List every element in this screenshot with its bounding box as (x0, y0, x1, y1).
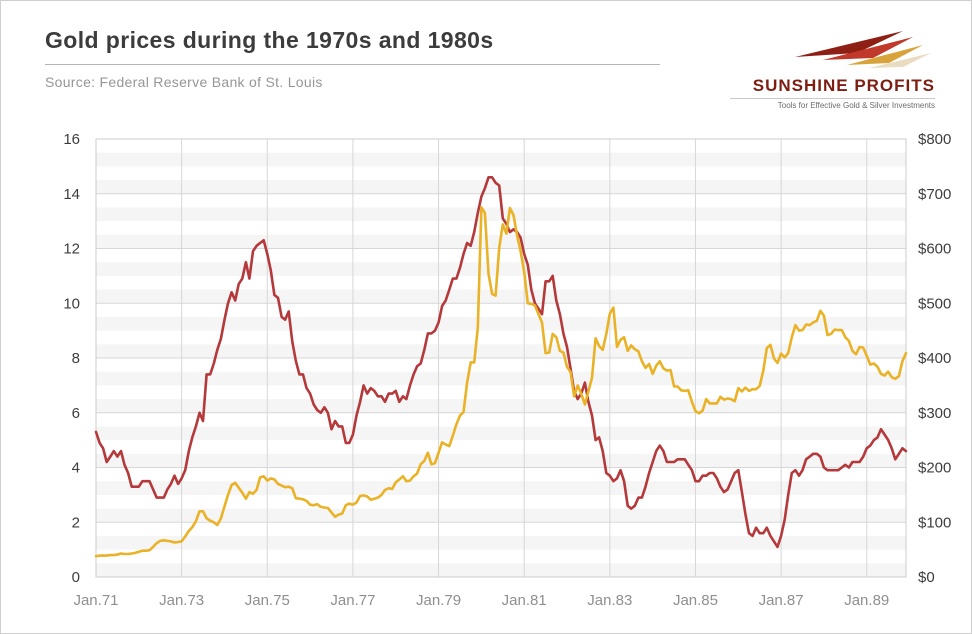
svg-text:0: 0 (72, 569, 80, 586)
svg-text:Jan.73: Jan.73 (159, 592, 204, 609)
svg-text:$100: $100 (918, 514, 951, 531)
svg-text:14: 14 (63, 186, 80, 203)
chart-area: 0 2 4 6 8 10 12 14 16 $0 $100 $200 $300 $400 $500 $600 $… (1, 121, 971, 633)
svg-text:16: 16 (63, 131, 80, 148)
svg-text:Jan.89: Jan.89 (844, 592, 889, 609)
svg-text:$800: $800 (918, 131, 951, 148)
svg-text:4: 4 (72, 460, 80, 477)
svg-text:2: 2 (72, 514, 80, 531)
svg-text:$500: $500 (918, 295, 951, 312)
svg-text:Jan.85: Jan.85 (673, 592, 718, 609)
sunshine-profits-logo: SUNSHINE PROFITS Tools for Effective Gol… (730, 29, 935, 110)
svg-text:Jan.87: Jan.87 (759, 592, 804, 609)
svg-text:6: 6 (72, 405, 80, 422)
svg-text:Jan.83: Jan.83 (587, 592, 632, 609)
svg-text:Jan.81: Jan.81 (502, 592, 547, 609)
logo-name: SUNSHINE PROFITS (752, 76, 935, 95)
svg-text:Jan.71: Jan.71 (73, 592, 118, 609)
gold-prices-chart: 0 2 4 6 8 10 12 14 16 $0 $100 $200 $300 $400 $500 $600 $… (63, 131, 951, 609)
svg-text:8: 8 (72, 350, 80, 367)
svg-text:$600: $600 (918, 241, 951, 258)
title-block: Gold prices during the 1970s and 1980s S… (45, 27, 685, 90)
svg-text:$200: $200 (918, 460, 951, 477)
header: Gold prices during the 1970s and 1980s S… (45, 27, 935, 110)
svg-text:$300: $300 (918, 405, 951, 422)
svg-text:Jan.75: Jan.75 (245, 592, 290, 609)
chart-title: Gold prices during the 1970s and 1980s (45, 27, 660, 65)
svg-text:Jan.77: Jan.77 (330, 592, 375, 609)
source-label: Source: Federal Reserve Bank of St. Loui… (45, 74, 323, 90)
logo-tagline: Tools for Effective Gold & Silver Invest… (730, 98, 935, 110)
svg-text:$0: $0 (918, 569, 935, 586)
svg-text:Jan.79: Jan.79 (416, 592, 461, 609)
svg-text:$400: $400 (918, 350, 951, 367)
svg-text:10: 10 (63, 295, 80, 312)
svg-text:$700: $700 (918, 186, 951, 203)
svg-text:12: 12 (63, 241, 80, 258)
logo-arrows-icon (795, 31, 931, 68)
